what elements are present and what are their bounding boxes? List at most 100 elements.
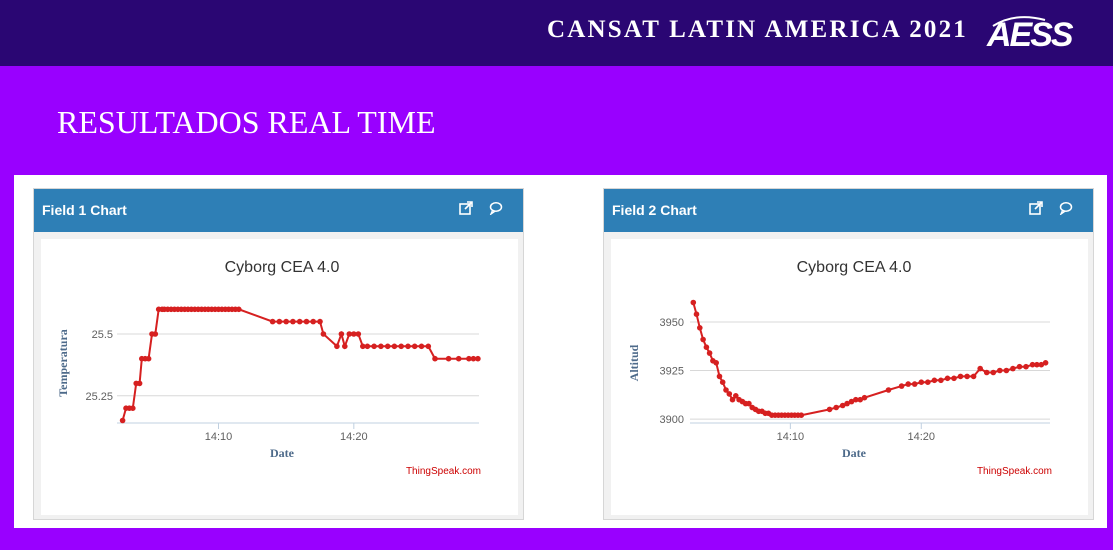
data-point [290,318,296,325]
chart-credit: ThingSpeak.com [406,466,481,477]
comment-icon[interactable] [489,201,503,215]
data-point [690,299,697,306]
field-2-chart-card: Field 2 Chart Cyborg CEA 4.0 3900 3925 3950… [603,188,1094,520]
data-point [700,336,706,343]
data-point [970,373,977,380]
data-point [1003,367,1010,374]
data-point [320,331,327,337]
data-point [1023,363,1029,370]
data-point [351,331,357,337]
data-point [885,387,892,393]
data-point [296,318,303,325]
data-point [729,396,736,403]
y-tick-label: 25.5 [92,329,113,341]
data-point [1034,361,1040,368]
data-point [130,405,136,411]
data-point [706,350,713,356]
data-point [977,365,983,372]
data-point [145,355,152,362]
data-point [1038,361,1045,368]
data-point [898,383,905,389]
data-point [1029,361,1036,368]
data-point [931,377,938,384]
data-point [957,373,964,380]
data-point [911,381,918,387]
data-point [338,331,345,337]
series-line [121,308,478,421]
data-point [925,379,931,385]
data-point [944,375,951,382]
series-line [692,302,1047,417]
y-tick-label: 3925 [660,366,684,378]
y-axis-title: Temperatura [56,329,70,397]
data-point [905,381,911,387]
data-point [951,375,957,382]
aess-logo: AESS [986,16,1076,52]
data-point [983,369,990,376]
plot-area: Cyborg CEA 4.0 25.25 25.5 14:10 14:20 Date Tem… [41,239,518,515]
data-point [833,404,839,411]
y-tick-label: 3900 [660,414,684,426]
data-point [466,355,472,362]
event-title: CANSAT LATIN AMERICA 2021 [546,16,968,43]
plot-area: Cyborg CEA 4.0 3900 3925 3950 14:10 14:20 Date… [611,239,1088,515]
x-tick-label: 14:20 [908,431,936,443]
external-link-icon[interactable] [459,201,473,215]
data-point [334,343,340,350]
data-point [798,412,805,418]
data-point [455,355,462,362]
data-point [857,396,863,403]
data-point [826,406,833,413]
card-header: Field 1 Chart [34,189,523,232]
data-point [411,343,418,350]
page-title: RESULTADOS REAL TIME [57,104,436,140]
data-point [719,379,726,385]
x-tick-label: 14:10 [777,431,805,443]
data-point [726,391,733,397]
data-point [276,318,283,325]
data-point [346,331,353,337]
data-point [693,311,700,317]
card-title: Field 2 Chart [612,202,697,218]
x-axis-title: Date [842,446,867,460]
field-1-chart-card: Field 1 Chart Cyborg CEA 4.0 25.25 25.5 14:… [33,188,524,520]
data-point [964,373,970,380]
x-tick-label: 14:20 [340,431,368,443]
data-point [703,344,710,350]
data-point [303,318,310,325]
data-point [733,393,739,399]
data-point [236,306,242,313]
data-point [405,343,411,350]
card-header: Field 2 Chart [604,189,1093,232]
chart-credit: ThingSpeak.com [977,466,1052,477]
card-title: Field 1 Chart [42,202,127,218]
chart-title: Cyborg CEA 4.0 [225,259,340,276]
data-point [418,343,425,350]
external-link-icon[interactable] [1029,201,1043,215]
data-point [371,343,377,350]
data-point [997,367,1003,374]
data-point [746,400,752,407]
data-point [269,318,276,325]
data-point [136,380,143,387]
data-point [152,331,159,337]
comment-icon[interactable] [1059,201,1073,215]
top-banner: CANSAT LATIN AMERICA 2021 AESS [0,0,1113,66]
data-point [848,398,855,405]
data-point [283,318,289,325]
data-point [364,343,371,350]
y-tick-label: 3950 [660,317,684,329]
data-point [310,318,317,325]
data-point [119,417,126,424]
data-point [384,343,391,350]
data-point [713,360,719,366]
data-point [475,355,481,362]
x-tick-label: 14:10 [205,431,233,443]
data-point [697,325,703,331]
y-tick-label: 25.25 [85,391,113,403]
data-point [1042,360,1049,366]
data-point [391,343,398,350]
data-point [432,355,438,362]
data-point [723,387,729,393]
svg-text:AESS: AESS [986,16,1074,52]
